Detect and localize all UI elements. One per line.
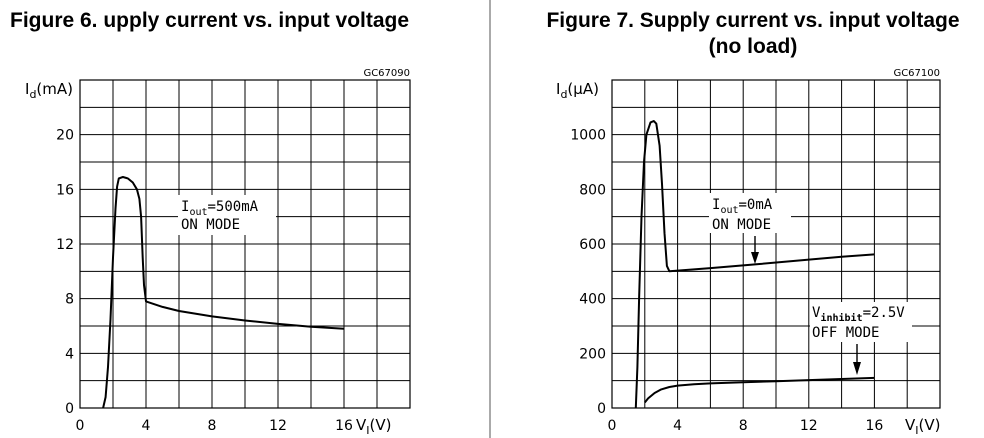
plot-frame xyxy=(79,79,411,409)
plot-frame xyxy=(611,79,941,409)
x-tick-label: 4 xyxy=(142,418,151,434)
chart-title: Figure 7. Supply current vs. input volta… xyxy=(546,9,959,32)
series-line-2 xyxy=(644,376,875,404)
arrow-head xyxy=(751,252,759,264)
grid xyxy=(79,79,411,409)
x-tick-label: 8 xyxy=(739,418,748,434)
y-tick-label: 200 xyxy=(579,346,606,362)
y-tick-label: 1000 xyxy=(570,128,606,144)
x-tick-label: 12 xyxy=(269,418,287,434)
y-tick-label: 8 xyxy=(65,292,74,308)
annotation-line-1: Vinhibit=2.5V xyxy=(812,305,905,324)
annotation-iout-0ma: Iout=0mA ON MODE xyxy=(709,193,791,233)
x-axis-label: VI(V) xyxy=(356,416,391,437)
y-tick-label: 800 xyxy=(579,182,606,198)
series-curves xyxy=(634,120,875,409)
annotation-line-1: Iout=0mA xyxy=(712,197,773,216)
y-tick-labels: 0 4 8 12 16 20 xyxy=(56,128,74,417)
y-tick-label: 4 xyxy=(65,346,74,362)
annotation-line-2: OFF MODE xyxy=(812,325,879,341)
y-tick-label: 400 xyxy=(579,292,606,308)
grid xyxy=(611,79,941,409)
annotation-box xyxy=(709,193,791,233)
annotation-vinhibit: Vinhibit=2.5V OFF MODE xyxy=(810,302,912,342)
x-tick-label: 16 xyxy=(865,418,883,434)
arrow-on-mode xyxy=(751,236,759,264)
x-axis-label: VI(V) xyxy=(905,416,940,437)
x-tick-label: 12 xyxy=(800,418,818,434)
chart-code: GC67090 xyxy=(363,68,410,79)
annotation-iout-500ma: Iout=500mA ON MODE xyxy=(178,195,276,235)
annotation-box xyxy=(178,195,276,235)
chart-title: Figure 6. upply current vs. input voltag… xyxy=(10,9,409,32)
x-tick-labels: 0 4 8 12 16 xyxy=(608,418,884,434)
x-tick-label: 4 xyxy=(673,418,682,434)
y-axis-label: Id(mA) xyxy=(25,80,73,101)
annotation-line-1: Iout=500mA xyxy=(181,199,259,218)
y-axis-label: Id(µA) xyxy=(556,80,599,101)
y-tick-label: 600 xyxy=(579,237,606,253)
y-tick-label: 0 xyxy=(65,401,74,417)
y-tick-label: 20 xyxy=(56,128,74,144)
chart-figure-7: Figure 7. Supply current vs. input volta… xyxy=(546,9,959,437)
x-tick-label: 8 xyxy=(208,418,217,434)
series-curves xyxy=(102,176,345,409)
y-tick-labels: 0 200 400 600 800 1000 xyxy=(570,128,606,417)
x-tick-label: 0 xyxy=(608,418,617,434)
y-tick-label: 12 xyxy=(56,237,74,253)
x-tick-labels: 0 4 8 12 16 xyxy=(76,418,353,434)
y-tick-label: 16 xyxy=(56,182,74,198)
series-line-1 xyxy=(634,120,875,409)
x-tick-label: 16 xyxy=(335,418,353,434)
series-line-1 xyxy=(102,176,345,409)
x-tick-label: 0 xyxy=(76,418,85,434)
arrow-head xyxy=(853,362,861,375)
chart-figure-6: Figure 6. upply current vs. input voltag… xyxy=(10,9,411,437)
y-tick-label: 0 xyxy=(597,401,606,417)
annotation-line-2: ON MODE xyxy=(181,217,240,233)
chart-title-line-2: (no load) xyxy=(709,35,798,58)
annotation-box xyxy=(810,302,912,342)
annotation-line-2: ON MODE xyxy=(712,217,771,233)
chart-code: GC67100 xyxy=(893,68,940,79)
arrow-off-mode xyxy=(853,344,861,375)
